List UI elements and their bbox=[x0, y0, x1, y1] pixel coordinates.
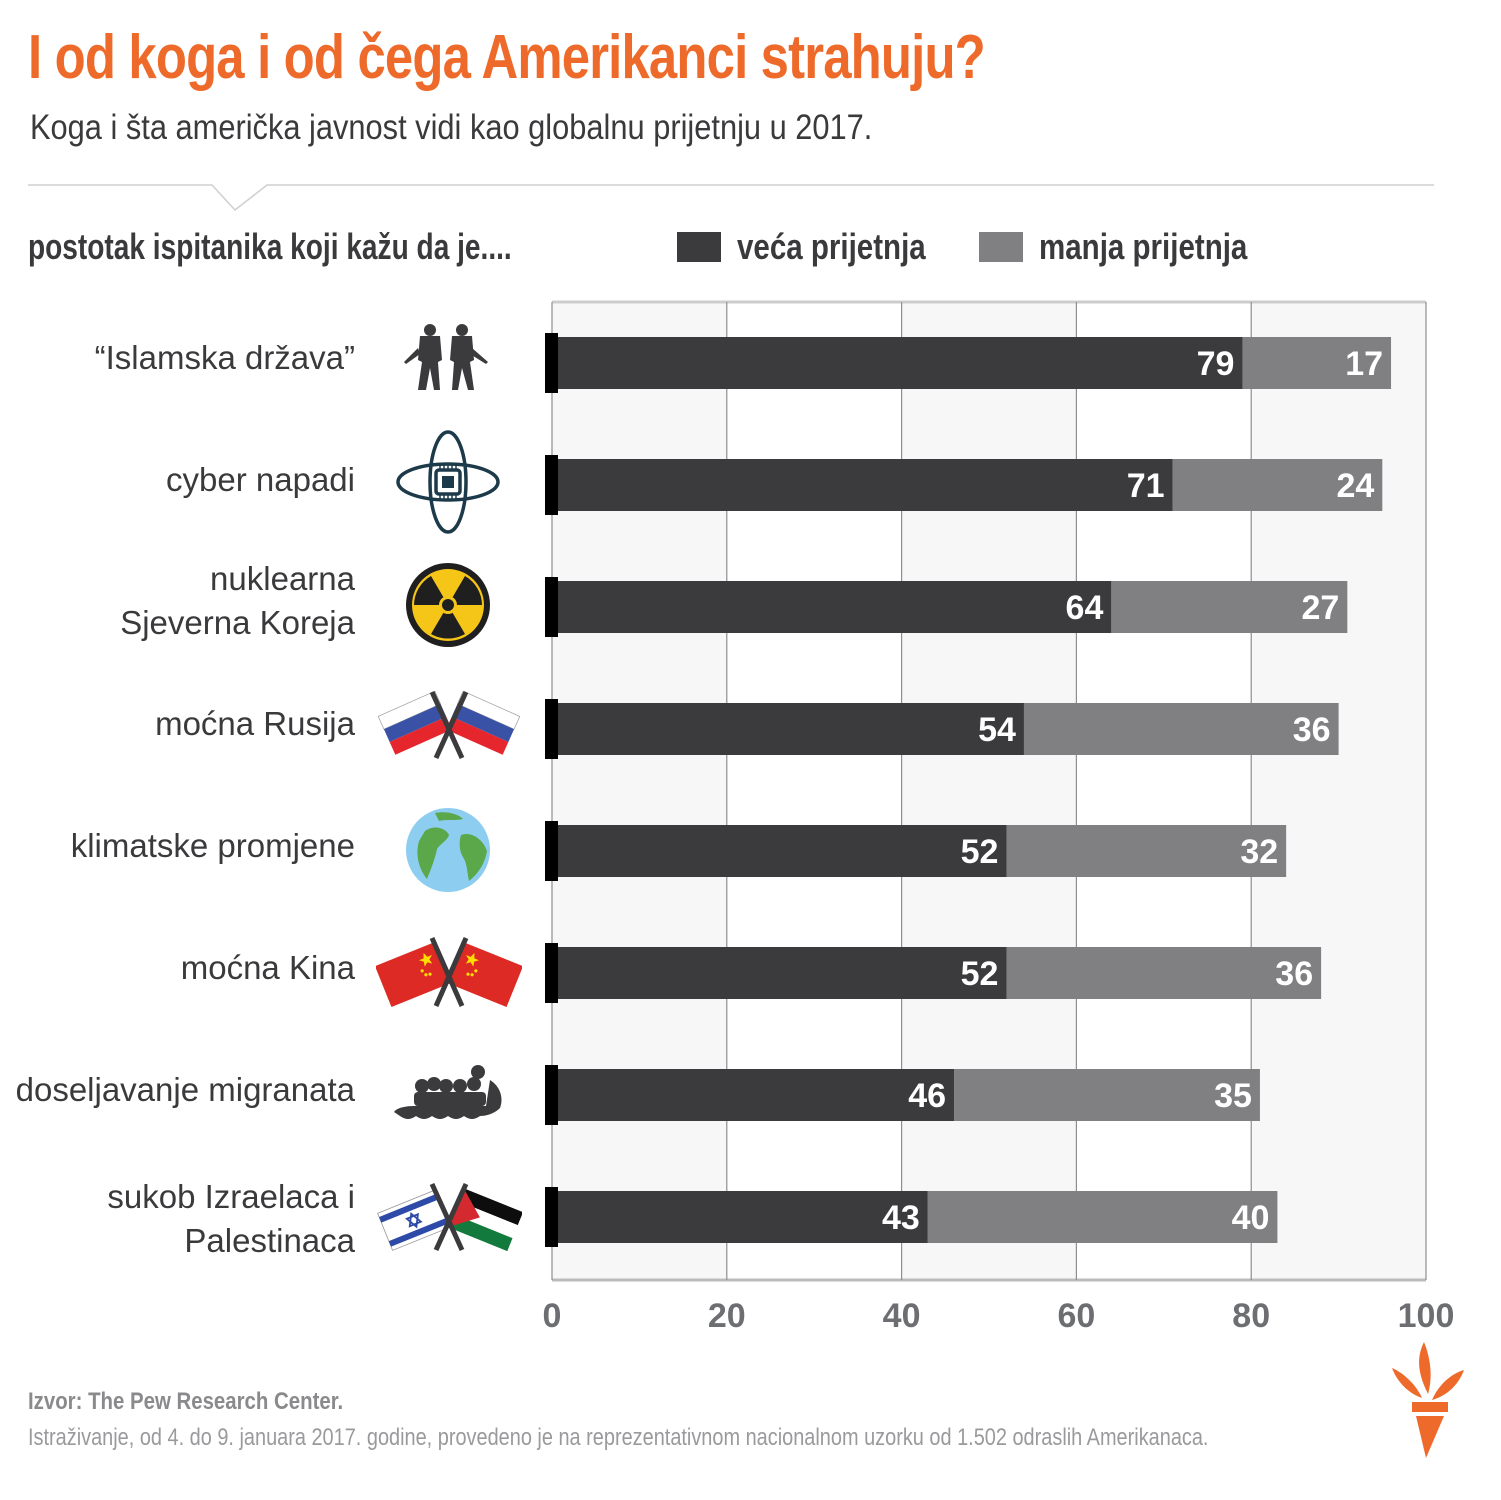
category-label: moćna Rusija bbox=[155, 702, 355, 746]
value-label-minor: 40 bbox=[1232, 1199, 1270, 1237]
value-label-major: 43 bbox=[882, 1199, 920, 1237]
value-label-minor: 35 bbox=[1214, 1077, 1252, 1115]
plot-band bbox=[1076, 302, 1252, 1280]
soldiers-icon bbox=[404, 324, 488, 390]
category-label-line: moćna Kina bbox=[180, 949, 355, 986]
legend-swatch-minor bbox=[979, 232, 1023, 262]
bar-minor bbox=[954, 1069, 1260, 1121]
category-label-line: Sjeverna Koreja bbox=[120, 604, 355, 641]
value-label-major: 46 bbox=[908, 1077, 946, 1115]
bar-minor bbox=[927, 1191, 1278, 1243]
plot-band bbox=[1251, 302, 1426, 1280]
value-label-major: 52 bbox=[961, 955, 999, 993]
bar-base-cap bbox=[545, 577, 558, 637]
plot-band bbox=[726, 302, 902, 1280]
category-label: sukob Izraelaca i Palestinaca bbox=[107, 1175, 355, 1263]
category-label: nuklearna Sjeverna Koreja bbox=[120, 557, 355, 645]
category-label: moćna Kina bbox=[181, 946, 355, 990]
x-tick-label: 0 bbox=[543, 1297, 562, 1335]
category-label: “Islamska država” bbox=[95, 336, 355, 380]
category-label-line: nuklearna bbox=[210, 560, 355, 597]
plot-band bbox=[552, 302, 727, 1280]
bar-minor bbox=[1242, 337, 1392, 389]
bar-minor bbox=[1006, 947, 1322, 999]
category-label-line: moćna Rusija bbox=[155, 705, 355, 742]
value-label-major: 54 bbox=[978, 711, 1016, 749]
x-tick-label: 20 bbox=[708, 1297, 746, 1335]
legend-label-minor: manja prijetnja bbox=[1039, 226, 1248, 267]
value-label-minor: 36 bbox=[1275, 955, 1313, 993]
legend-item-minor: manja prijetnja bbox=[979, 226, 1293, 268]
migrant-boat-icon bbox=[394, 1065, 502, 1119]
china-flags-icon bbox=[376, 936, 522, 1008]
bar-major bbox=[552, 947, 1007, 999]
category-label-line: “Islamska država” bbox=[94, 339, 355, 376]
bar-major bbox=[552, 825, 1007, 877]
bar-base-cap bbox=[545, 821, 558, 881]
category-label: klimatske promjene bbox=[71, 824, 355, 868]
bar-major bbox=[552, 1191, 928, 1243]
bar-major bbox=[552, 337, 1243, 389]
x-tick-label: 80 bbox=[1232, 1297, 1270, 1335]
value-label-minor: 24 bbox=[1336, 467, 1374, 505]
bar-base-cap bbox=[545, 455, 558, 515]
category-label-line: sukob Izraelaca i bbox=[107, 1178, 355, 1215]
radiation-icon bbox=[406, 563, 490, 647]
x-tick-label: 60 bbox=[1057, 1297, 1095, 1335]
page-subtitle: Koga i šta američka javnost vidi kao glo… bbox=[30, 108, 873, 147]
category-label-line: doseljavanje migranata bbox=[15, 1071, 355, 1108]
plot-band bbox=[901, 302, 1077, 1280]
measure-label: postotak ispitanika koji kažu da je.... bbox=[28, 226, 512, 267]
globe-icon bbox=[406, 808, 490, 892]
value-label-minor: 36 bbox=[1293, 711, 1331, 749]
bar-minor bbox=[1023, 703, 1339, 755]
value-label-minor: 17 bbox=[1345, 345, 1383, 383]
value-label-major: 71 bbox=[1127, 467, 1165, 505]
bar-major bbox=[552, 581, 1112, 633]
legend-swatch-major bbox=[677, 232, 721, 262]
value-label-major: 79 bbox=[1197, 345, 1235, 383]
legend-label-major: veća prijetnja bbox=[737, 226, 926, 267]
bar-base-cap bbox=[545, 1187, 558, 1247]
bar-base-cap bbox=[545, 943, 558, 1003]
bar-base-cap bbox=[545, 1065, 558, 1125]
value-label-minor: 32 bbox=[1240, 833, 1278, 871]
page-title: I od koga i od čega Amerikanci strahuju? bbox=[28, 23, 986, 92]
bar-minor bbox=[1172, 459, 1383, 511]
source-text: Izvor: The Pew Research Center. bbox=[28, 1388, 344, 1415]
x-tick-label: 100 bbox=[1398, 1297, 1455, 1335]
israel-palestine-flags-icon bbox=[377, 1182, 522, 1252]
value-label-minor: 27 bbox=[1302, 589, 1340, 627]
bar-minor bbox=[1006, 825, 1287, 877]
category-label-line: Palestinaca bbox=[184, 1222, 355, 1259]
divider-with-pointer bbox=[28, 184, 1434, 212]
category-label: doseljavanje migranata bbox=[16, 1068, 355, 1112]
bar-major bbox=[552, 1069, 955, 1121]
russia-flags-icon bbox=[377, 690, 521, 760]
value-label-major: 52 bbox=[961, 833, 999, 871]
bar-base-cap bbox=[545, 699, 558, 759]
bar-major bbox=[552, 703, 1024, 755]
x-tick-label: 40 bbox=[883, 1297, 921, 1335]
category-label: cyber napadi bbox=[166, 458, 355, 502]
methodology-note: Istraživanje, od 4. do 9. januara 2017. … bbox=[28, 1424, 1209, 1451]
legend-item-major: veća prijetnja bbox=[677, 226, 967, 268]
bar-major bbox=[552, 459, 1173, 511]
rferl-torch-logo bbox=[1392, 1342, 1464, 1458]
cyber-chip-icon bbox=[396, 430, 500, 534]
category-label-line: klimatske promjene bbox=[70, 827, 355, 864]
value-label-major: 64 bbox=[1066, 589, 1104, 627]
bar-base-cap bbox=[545, 333, 558, 393]
bar-minor bbox=[1111, 581, 1348, 633]
category-label-line: cyber napadi bbox=[166, 461, 355, 498]
